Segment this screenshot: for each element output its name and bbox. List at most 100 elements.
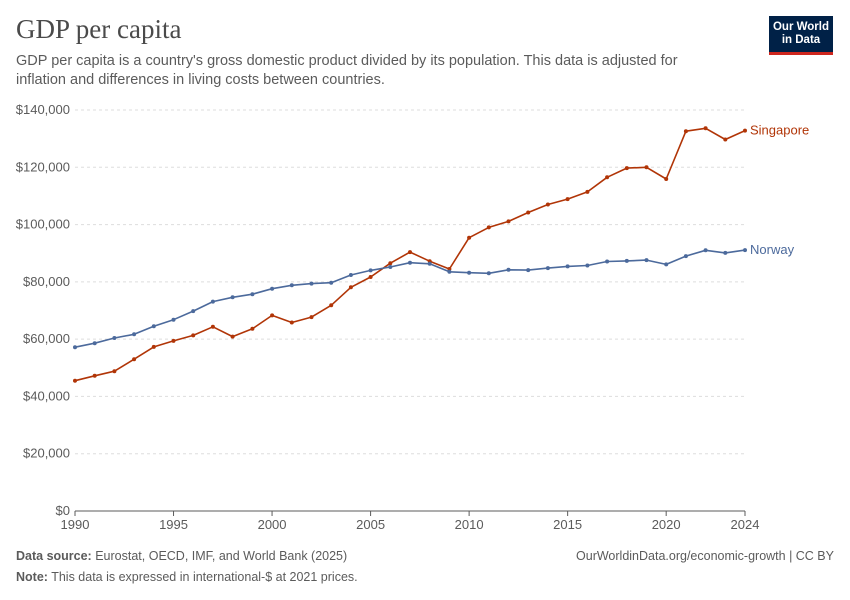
data-point-singapore[interactable] [270, 313, 275, 318]
data-point-singapore[interactable] [624, 166, 629, 171]
data-point-norway[interactable] [388, 265, 393, 269]
data-point-singapore[interactable] [486, 225, 491, 230]
y-tick-label: $40,000 [23, 388, 70, 403]
y-tick-label: $60,000 [23, 331, 70, 346]
data-point-norway[interactable] [289, 283, 294, 288]
data-point-singapore[interactable] [132, 357, 137, 362]
data-point-norway[interactable] [506, 267, 511, 272]
data-point-singapore[interactable] [447, 267, 452, 271]
data-point-norway[interactable] [92, 341, 97, 346]
data-point-singapore[interactable] [664, 177, 669, 181]
data-point-singapore[interactable] [565, 197, 570, 202]
series-label-norway[interactable]: Norway [750, 242, 795, 257]
data-point-singapore[interactable] [743, 128, 747, 133]
data-point-norway[interactable] [585, 263, 590, 268]
data-point-norway[interactable] [73, 345, 77, 350]
series-line-singapore[interactable] [74, 127, 746, 382]
x-tick-label: 2000 [258, 517, 287, 532]
x-tick-label: 2005 [356, 517, 385, 532]
data-point-norway[interactable] [250, 292, 255, 297]
data-point-singapore[interactable] [329, 303, 334, 308]
data-point-singapore[interactable] [388, 261, 393, 266]
data-point-singapore[interactable] [408, 250, 412, 255]
data-point-singapore[interactable] [210, 324, 215, 329]
y-tick-label: $0 [56, 503, 70, 518]
data-point-norway[interactable] [743, 248, 747, 253]
data-point-singapore[interactable] [368, 275, 373, 279]
data-point-singapore[interactable] [73, 378, 77, 383]
y-tick-label: $80,000 [23, 274, 70, 289]
data-point-norway[interactable] [683, 254, 688, 259]
data-point-singapore[interactable] [309, 315, 314, 320]
data-point-norway[interactable] [486, 271, 491, 276]
y-tick-label: $100,000 [16, 217, 70, 232]
data-point-norway[interactable] [329, 280, 334, 285]
data-source-text[interactable]: Eurostat, OECD, IMF, and World Bank (202… [95, 549, 348, 563]
data-point-singapore[interactable] [191, 333, 196, 338]
data-point-singapore[interactable] [683, 129, 688, 134]
note-line: Note: This data is expressed in internat… [16, 570, 358, 584]
data-point-norway[interactable] [270, 286, 275, 291]
series-label-singapore[interactable]: Singapore [750, 123, 809, 138]
data-point-norway[interactable] [723, 250, 728, 255]
data-source-line: Data source: Eurostat, OECD, IMF, and Wo… [16, 549, 347, 563]
data-point-singapore[interactable] [151, 344, 156, 349]
logo-line-1: Our World [772, 21, 829, 33]
data-point-norway[interactable] [545, 266, 550, 271]
data-point-norway[interactable] [408, 260, 412, 265]
data-point-norway[interactable] [447, 269, 452, 274]
data-point-norway[interactable] [171, 317, 176, 322]
data-point-norway[interactable] [664, 262, 669, 267]
data-point-singapore[interactable] [605, 175, 610, 180]
note-label: Note: [16, 570, 48, 584]
data-point-norway[interactable] [191, 309, 196, 314]
data-point-singapore[interactable] [506, 219, 511, 224]
data-point-norway[interactable] [309, 281, 314, 286]
note-text: This data is expressed in international-… [51, 570, 358, 584]
data-point-singapore[interactable] [348, 285, 353, 290]
data-point-singapore[interactable] [250, 326, 255, 331]
data-point-norway[interactable] [605, 259, 610, 264]
data-point-norway[interactable] [132, 332, 137, 337]
data-point-norway[interactable] [210, 299, 215, 304]
data-point-norway[interactable] [151, 324, 156, 329]
logo-line-2: in Data [781, 34, 821, 46]
data-point-singapore[interactable] [230, 334, 235, 339]
data-point-norway[interactable] [467, 270, 472, 275]
data-point-norway[interactable] [230, 295, 235, 300]
x-tick-label: 2020 [652, 517, 681, 532]
y-axis-ticks: $0 $20,000 $40,000 $60,000 $80,000 $100,000 $1… [16, 102, 70, 518]
data-point-norway[interactable] [368, 268, 373, 273]
data-point-norway[interactable] [112, 336, 117, 340]
data-point-singapore[interactable] [526, 210, 531, 215]
owid-logo[interactable]: Our World in Data [769, 16, 833, 55]
y-tick-label: $140,000 [16, 102, 70, 117]
data-point-norway[interactable] [348, 273, 353, 277]
data-point-singapore[interactable] [545, 202, 550, 207]
data-point-singapore[interactable] [644, 165, 649, 170]
data-point-singapore[interactable] [289, 320, 294, 325]
data-point-singapore[interactable] [112, 369, 117, 374]
x-tick-label: 2010 [455, 517, 484, 532]
data-point-norway[interactable] [624, 258, 629, 263]
data-point-norway[interactable] [427, 261, 432, 266]
data-point-singapore[interactable] [703, 126, 708, 131]
y-tick-label: $20,000 [23, 446, 70, 461]
series-lines[interactable] [73, 126, 747, 383]
x-tick-label: 2024 [731, 517, 760, 532]
data-point-norway[interactable] [526, 268, 531, 273]
source-url-link[interactable]: OurWorldinData.org/economic-growth | CC … [576, 549, 834, 563]
x-tick-label: 1995 [159, 517, 188, 532]
data-point-norway[interactable] [644, 258, 649, 263]
data-point-singapore[interactable] [467, 235, 472, 240]
data-point-singapore[interactable] [171, 338, 176, 343]
data-point-singapore[interactable] [92, 373, 97, 378]
chart-title: GDP per capita [16, 14, 182, 44]
x-tick-label: 1990 [61, 517, 90, 532]
data-point-norway[interactable] [703, 248, 708, 253]
data-point-singapore[interactable] [723, 137, 728, 142]
data-point-singapore[interactable] [585, 189, 590, 194]
data-point-norway[interactable] [565, 264, 570, 269]
x-axis: 1990 1995 2000 2005 2010 2015 2020 2024 [61, 510, 760, 532]
